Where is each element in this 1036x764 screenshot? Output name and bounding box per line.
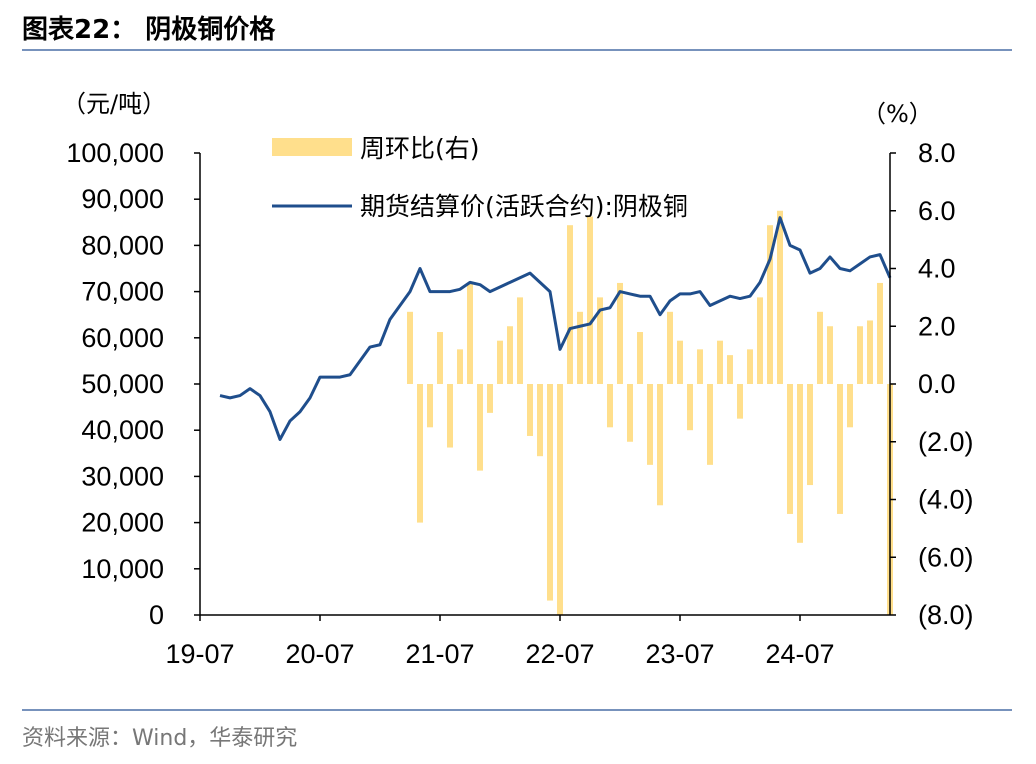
y-tick-label: 60,000 <box>81 323 164 353</box>
bar <box>777 210 783 384</box>
legend-label: 期货结算价(活跃合约):阴极铜 <box>360 192 688 221</box>
bar <box>497 340 503 384</box>
bar <box>867 320 873 384</box>
bar <box>517 297 523 384</box>
bar <box>797 384 803 543</box>
y-tick-label: 80,000 <box>81 230 164 260</box>
x-tick-label: 23-07 <box>645 639 714 669</box>
bar <box>817 311 823 384</box>
chart-title: 图表22： 阴极铜价格 <box>22 14 276 45</box>
bar <box>457 349 463 384</box>
bar <box>577 311 583 384</box>
y2-tick-label: (6.0) <box>918 542 974 572</box>
y-tick-label: 40,000 <box>81 415 164 445</box>
y-tick-label: 0 <box>149 600 164 630</box>
bar <box>707 384 713 465</box>
y2-tick-label: (4.0) <box>918 485 974 515</box>
bar <box>407 311 413 384</box>
x-tick-label: 19-07 <box>165 639 234 669</box>
y2-tick-label: (8.0) <box>918 600 974 630</box>
bar <box>537 384 543 457</box>
bar <box>757 297 763 384</box>
bar <box>697 349 703 384</box>
bar <box>607 384 613 428</box>
bar <box>857 326 863 384</box>
source-note: 资料来源：Wind，华泰研究 <box>22 726 297 751</box>
bar <box>427 384 433 428</box>
x-tick-label: 24-07 <box>765 639 834 669</box>
x-tick-label: 20-07 <box>285 639 354 669</box>
x-tick-label: 21-07 <box>405 639 474 669</box>
bar <box>717 340 723 384</box>
bar <box>677 340 683 384</box>
bar <box>597 297 603 384</box>
bar <box>437 332 443 384</box>
y2-tick-label: 0.0 <box>918 369 956 399</box>
y-tick-label: 90,000 <box>81 184 164 214</box>
y-tick-label: 50,000 <box>81 369 164 399</box>
bar <box>877 282 883 384</box>
bar <box>627 384 633 442</box>
bar <box>527 384 533 436</box>
bar <box>747 349 753 384</box>
y-tick-label: 10,000 <box>81 554 164 584</box>
bar <box>477 384 483 471</box>
y-tick-label: 30,000 <box>81 461 164 491</box>
bar <box>547 384 553 601</box>
bar <box>837 384 843 514</box>
bar <box>447 384 453 448</box>
bar <box>647 384 653 465</box>
bar <box>727 355 733 384</box>
price-line <box>219 216 892 441</box>
bar <box>667 311 673 384</box>
y2-axis-label: （%） <box>862 100 933 128</box>
bar <box>657 384 663 506</box>
bar <box>637 332 643 384</box>
bar <box>467 282 473 384</box>
y-axis-label: （元/吨） <box>62 90 166 118</box>
bar <box>687 384 693 431</box>
bar <box>487 384 493 413</box>
x-tick-label: 22-07 <box>525 639 594 669</box>
y2-tick-label: 8.0 <box>918 138 956 168</box>
y2-tick-label: 4.0 <box>918 254 956 284</box>
bar <box>847 384 853 428</box>
bar <box>557 384 563 615</box>
y2-tick-label: (2.0) <box>918 427 974 457</box>
bar <box>827 326 833 384</box>
y2-tick-label: 2.0 <box>918 311 956 341</box>
y-tick-label: 70,000 <box>81 277 164 307</box>
bar <box>787 384 793 514</box>
bar <box>587 216 593 384</box>
bar <box>617 282 623 384</box>
bar <box>767 225 773 384</box>
bar <box>737 384 743 419</box>
y-tick-label: 100,000 <box>66 138 164 168</box>
legend-label: 周环比(右) <box>360 134 480 163</box>
bar <box>567 225 573 384</box>
bar <box>507 326 513 384</box>
bar <box>807 384 813 486</box>
y2-tick-label: 6.0 <box>918 196 956 226</box>
bar <box>417 384 423 523</box>
legend-swatch <box>272 138 352 156</box>
y-tick-label: 20,000 <box>81 508 164 538</box>
